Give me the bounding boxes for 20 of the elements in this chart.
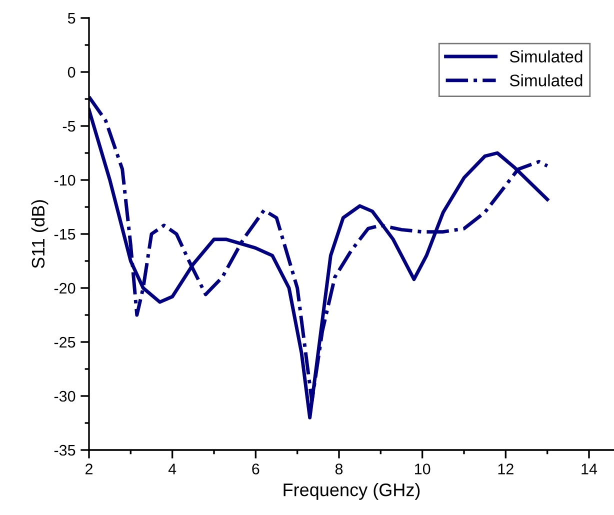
x-tick-label: 10	[415, 464, 430, 474]
legend-label: Simulated	[510, 74, 582, 86]
legend-label: Simulated	[510, 50, 582, 63]
x-tick-label: 2	[86, 464, 92, 474]
y-tick-label: -30	[54, 390, 76, 402]
x-tick-label: 6	[252, 464, 260, 474]
y-tick-label: -20	[54, 282, 76, 294]
x-tick-label: 8	[335, 464, 343, 474]
y-tick-label: 0	[68, 66, 76, 78]
x-tick-label: 14	[582, 464, 598, 474]
x-tick-label: 12	[498, 464, 514, 474]
y-tick-label: -10	[54, 174, 76, 186]
y-tick-label: -5	[62, 121, 76, 132]
x-tick-label: 4	[168, 464, 176, 474]
y-axis-title: S11 (dB)	[31, 200, 48, 268]
y-tick-label: -15	[54, 229, 76, 240]
y-tick-label: -25	[54, 336, 76, 348]
y-tick-label: -35	[54, 444, 76, 456]
x-axis-title: Frequency (GHz)	[284, 482, 420, 500]
y-tick-label: 5	[68, 13, 76, 24]
